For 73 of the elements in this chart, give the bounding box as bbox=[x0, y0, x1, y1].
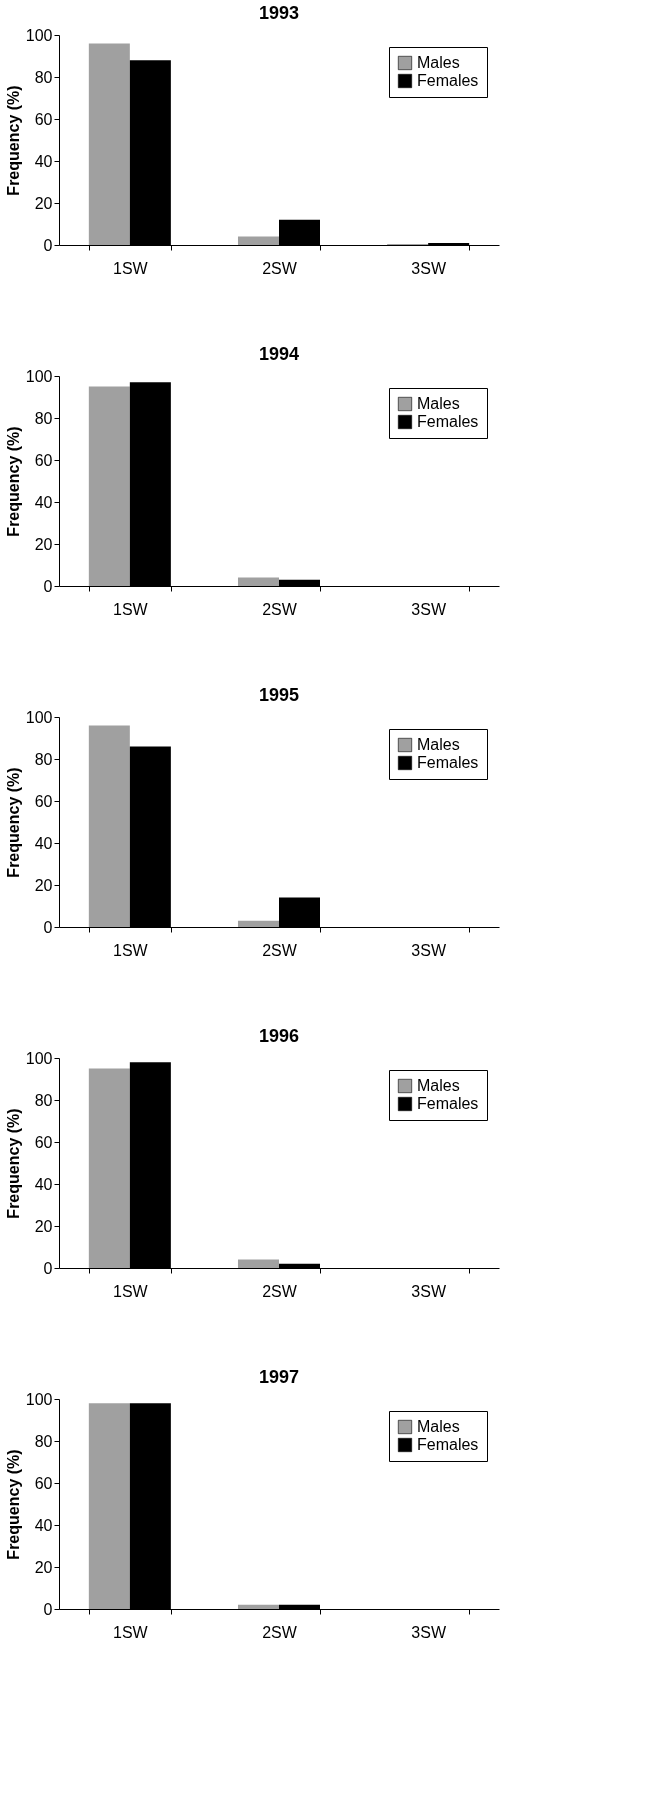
legend-label: Females bbox=[417, 413, 479, 430]
y-tick-label: 100 bbox=[25, 367, 53, 385]
y-tick-label: 0 bbox=[43, 577, 53, 595]
legend-label: Males bbox=[417, 395, 460, 412]
y-tick-label: 0 bbox=[43, 1259, 53, 1277]
y-tick-label: 0 bbox=[43, 236, 53, 254]
y-axis-title: Frequency (%) bbox=[4, 426, 22, 537]
y-axis-title: Frequency (%) bbox=[4, 1449, 22, 1560]
bar bbox=[237, 1259, 279, 1268]
bar bbox=[237, 236, 279, 245]
x-tick-label: 1SW bbox=[113, 1282, 149, 1300]
x-tick-label: 2SW bbox=[262, 259, 298, 277]
y-tick-label: 20 bbox=[34, 1217, 53, 1235]
legend-label: Females bbox=[417, 72, 479, 89]
x-tick-label: 2SW bbox=[262, 1282, 298, 1300]
x-tick-label: 2SW bbox=[262, 600, 298, 618]
y-tick-label: 20 bbox=[34, 1558, 53, 1576]
y-tick-label: 20 bbox=[34, 194, 53, 212]
y-tick-label: 20 bbox=[34, 535, 53, 553]
x-tick-label: 2SW bbox=[262, 1623, 298, 1641]
y-axis-title: Frequency (%) bbox=[4, 85, 22, 196]
legend-label: Females bbox=[417, 754, 479, 771]
legend-label: Females bbox=[417, 1095, 479, 1112]
bar bbox=[237, 920, 279, 927]
x-tick-label: 1SW bbox=[113, 600, 149, 618]
chart-title: 1993 bbox=[258, 3, 300, 23]
x-tick-label: 1SW bbox=[113, 1623, 149, 1641]
y-tick-label: 80 bbox=[34, 750, 53, 768]
y-tick-label: 80 bbox=[34, 1432, 53, 1450]
y-tick-label: 100 bbox=[25, 1049, 53, 1067]
chart-title: 1996 bbox=[258, 1026, 300, 1046]
y-tick-label: 60 bbox=[34, 110, 53, 128]
legend-label: Males bbox=[417, 1418, 460, 1435]
y-tick-label: 0 bbox=[43, 1600, 53, 1618]
y-tick-label: 20 bbox=[34, 876, 53, 894]
x-tick-label: 3SW bbox=[411, 1282, 447, 1300]
legend-label: Males bbox=[417, 54, 460, 71]
y-tick-label: 40 bbox=[34, 152, 53, 170]
x-tick-label: 1SW bbox=[113, 259, 149, 277]
legend-label: Females bbox=[417, 1436, 479, 1453]
chart-title: 1997 bbox=[258, 1367, 300, 1387]
y-tick-label: 80 bbox=[34, 68, 53, 86]
y-axis-title: Frequency (%) bbox=[4, 1108, 22, 1219]
bar bbox=[88, 725, 130, 927]
bar bbox=[88, 386, 130, 586]
x-tick-label: 3SW bbox=[411, 941, 447, 959]
bar bbox=[88, 1068, 130, 1268]
y-tick-label: 100 bbox=[25, 708, 53, 726]
y-tick-label: 40 bbox=[34, 834, 53, 852]
y-tick-label: 40 bbox=[34, 493, 53, 511]
chart-title: 1995 bbox=[258, 685, 300, 705]
y-tick-label: 80 bbox=[34, 1091, 53, 1109]
y-tick-label: 0 bbox=[43, 918, 53, 936]
y-tick-label: 60 bbox=[34, 451, 53, 469]
y-tick-label: 40 bbox=[34, 1516, 53, 1534]
y-tick-label: 100 bbox=[25, 26, 53, 44]
legend-label: Males bbox=[417, 1077, 460, 1094]
chart-title: 1994 bbox=[258, 344, 300, 364]
bar bbox=[88, 43, 130, 245]
y-tick-label: 60 bbox=[34, 792, 53, 810]
y-tick-label: 60 bbox=[34, 1474, 53, 1492]
y-tick-label: 80 bbox=[34, 409, 53, 427]
legend-label: Males bbox=[417, 736, 460, 753]
x-tick-label: 1SW bbox=[113, 941, 149, 959]
y-tick-label: 60 bbox=[34, 1133, 53, 1151]
y-axis-title: Frequency (%) bbox=[4, 767, 22, 878]
x-tick-label: 3SW bbox=[411, 600, 447, 618]
x-tick-label: 3SW bbox=[411, 259, 447, 277]
x-tick-label: 3SW bbox=[411, 1623, 447, 1641]
y-tick-label: 100 bbox=[25, 1390, 53, 1408]
y-tick-label: 40 bbox=[34, 1175, 53, 1193]
x-tick-label: 2SW bbox=[262, 941, 298, 959]
bar bbox=[237, 577, 279, 586]
